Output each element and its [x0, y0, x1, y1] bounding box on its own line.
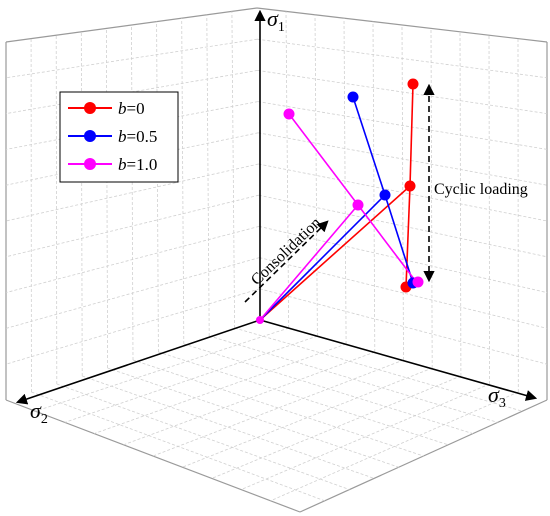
grid-line	[231, 11, 235, 329]
b05-consolidation-line	[259, 194, 386, 321]
grid-line	[82, 375, 375, 479]
b0-peak-marker	[407, 78, 419, 90]
legend-label: b=0	[118, 99, 145, 118]
grid-line	[156, 21, 159, 353]
b10-consolidation-line	[259, 204, 359, 321]
grid-line	[285, 11, 290, 329]
grid-line	[56, 383, 350, 490]
stress-paths	[259, 83, 418, 321]
sigma2-axis	[15, 319, 261, 405]
legend-marker	[84, 102, 96, 114]
grid-line	[270, 391, 519, 502]
grid-line	[106, 28, 108, 369]
grid-line	[343, 18, 347, 345]
path-b05	[259, 96, 414, 321]
b10-consolidated-marker	[352, 199, 364, 211]
grid-left-wall	[5, 11, 260, 393]
grid-line	[5, 194, 259, 258]
legend-label: b=1.0	[118, 155, 157, 174]
b0-consolidation-line	[259, 185, 411, 321]
grid-line	[258, 132, 548, 186]
b05-return-line	[384, 194, 414, 284]
grid-line	[5, 101, 258, 150]
path-b10	[259, 113, 418, 321]
grid-right-wall	[257, 11, 548, 393]
path-b0	[259, 83, 414, 321]
grid-line	[430, 28, 433, 369]
grid-line	[5, 132, 259, 186]
sigma1-label: σ1	[267, 6, 285, 35]
grid-line	[459, 31, 462, 377]
b05-consolidated-marker	[379, 189, 391, 201]
grid-line	[31, 391, 325, 502]
legend-marker	[84, 158, 96, 170]
b10-end-marker	[412, 276, 424, 288]
grid-floor	[31, 327, 523, 502]
grid-line	[35, 327, 289, 412]
annotation-arrows	[244, 83, 435, 303]
sigma2-label: σ2	[30, 398, 48, 427]
grid-line	[80, 31, 83, 377]
origin-marker	[256, 316, 264, 324]
legend-marker	[84, 130, 96, 142]
b10-peak-marker	[283, 108, 295, 120]
grid-line	[107, 367, 399, 468]
grid-line	[55, 35, 58, 385]
grid-line	[64, 335, 318, 423]
b10-return-line	[357, 204, 418, 284]
grid-line	[5, 163, 259, 222]
grid-line	[131, 24, 134, 361]
legend: b=0 b=0.5 b=1.0	[59, 91, 179, 183]
grid-line	[211, 375, 462, 479]
grid-line	[182, 367, 433, 468]
sigma3-label: σ3	[488, 382, 506, 411]
grid-line	[258, 194, 548, 258]
legend-label: b=0.5	[118, 127, 157, 146]
b10-loading-line	[288, 113, 359, 206]
b05-loading-line	[352, 96, 386, 196]
grid-line	[241, 383, 490, 490]
grid-line	[5, 38, 258, 79]
grid-line	[257, 38, 548, 79]
axes	[15, 9, 538, 405]
cyclic-loading-label: Cyclic loading	[434, 181, 528, 198]
b0-consolidated-marker	[404, 180, 416, 192]
grid-line	[132, 359, 424, 457]
grid-line	[259, 257, 548, 329]
grid-line	[257, 101, 548, 150]
grid-line	[259, 288, 548, 365]
path-markers	[256, 78, 424, 324]
sigma3-axis	[259, 319, 538, 401]
grid-line	[314, 14, 318, 337]
grid-line	[257, 70, 548, 114]
grid-line	[5, 288, 260, 365]
b0-loading-line	[409, 83, 414, 187]
grid-line	[94, 343, 347, 434]
grid-line	[488, 35, 491, 385]
grid-line	[209, 335, 498, 423]
b05-peak-marker	[347, 91, 359, 103]
consolidation-arrow	[244, 220, 329, 303]
